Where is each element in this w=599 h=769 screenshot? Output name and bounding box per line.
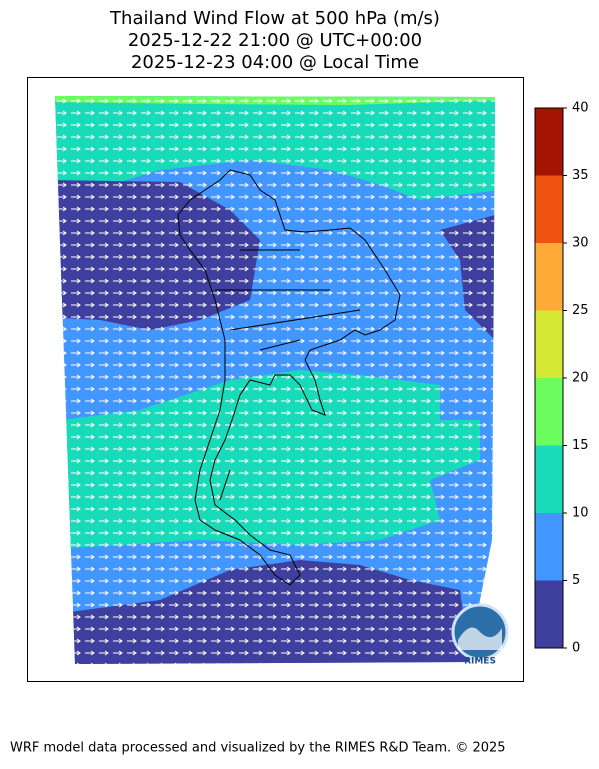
rimes-logo: RIMES: [451, 603, 509, 667]
colorbar-tick-label: 10: [572, 506, 589, 521]
title-line: 2025-12-23 04:00 @ Local Time: [131, 52, 419, 73]
colorbar-segment: [535, 310, 563, 378]
logo-wave: [458, 627, 502, 650]
colorbar-segment: [535, 175, 563, 243]
colorbar-tick-label: 0: [572, 641, 580, 656]
colorbar-segment: [535, 378, 563, 446]
colorbar-segment: [535, 108, 563, 176]
colorbar-tick-label: 5: [572, 573, 580, 588]
colorbar-tick-label: 40: [572, 101, 589, 116]
colorbar-segment: [535, 243, 563, 311]
colorbar-segment: [535, 445, 563, 513]
colorbar-tick-label: 35: [572, 168, 589, 183]
colorbar: 0 5 10 15 20 25 30 35 40: [534, 101, 589, 656]
wind-arrows: [55, 96, 495, 664]
wind-field: [55, 96, 495, 664]
footer: WRF model data processed and visualized …: [10, 741, 506, 756]
logo-text: RIMES: [464, 657, 496, 667]
colorbar-tick-label: 15: [572, 438, 589, 453]
title-line: Thailand Wind Flow at 500 hPa (m/s): [109, 8, 440, 29]
title-line: 2025-12-22 21:00 @ UTC+00:00: [128, 30, 422, 51]
colorbar-tick-label: 30: [572, 236, 589, 251]
colorbar-tick-label: 25: [572, 303, 589, 318]
colorbar-segment: [535, 580, 563, 648]
colorbar-tick-label: 20: [572, 371, 589, 386]
colorbar-segment: [535, 513, 563, 581]
thailand-boundaries: [177, 169, 401, 586]
